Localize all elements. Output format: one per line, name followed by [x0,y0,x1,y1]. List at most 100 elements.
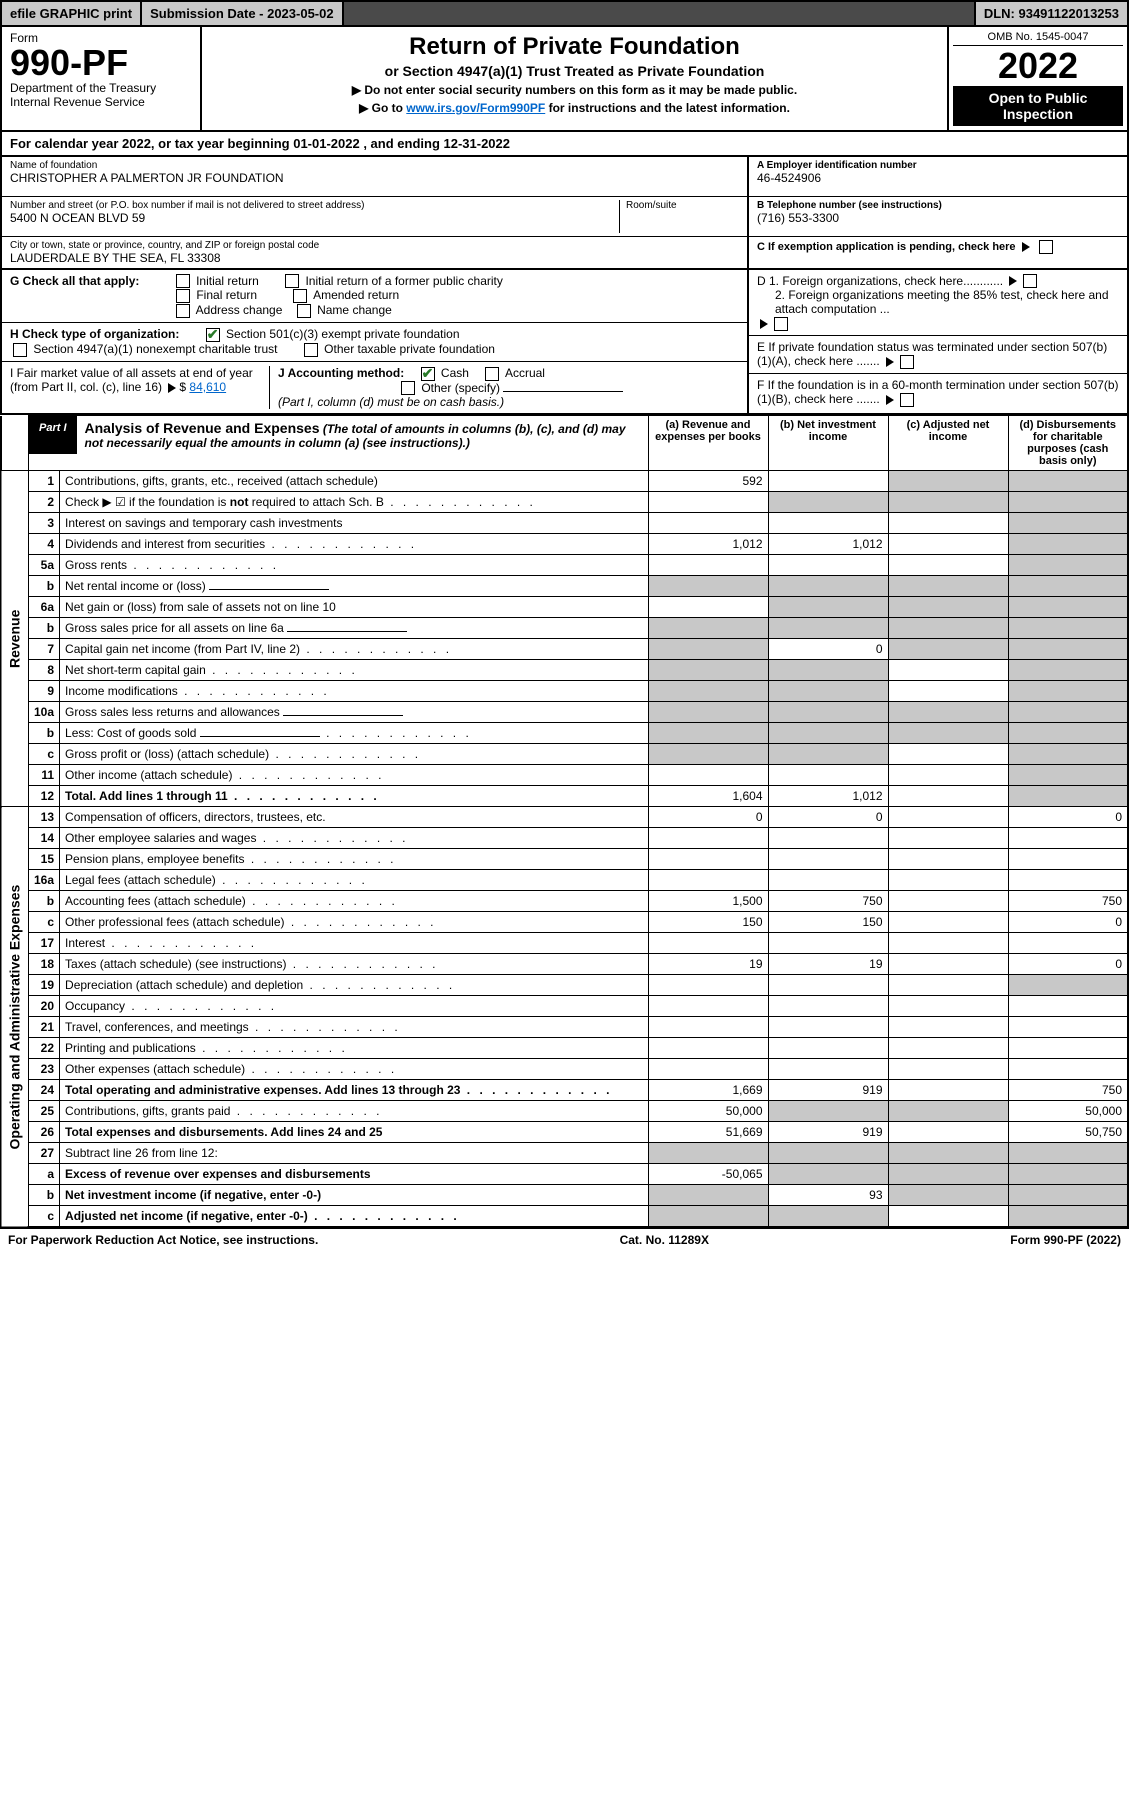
cell-value [648,975,768,996]
cell-value [1008,996,1128,1017]
table-row: 9Income modifications [1,681,1128,702]
checkbox-d2[interactable] [774,317,788,331]
e-row: E If private foundation status was termi… [749,336,1127,374]
omb-number: OMB No. 1545-0047 [953,31,1123,46]
checkbox-501c3[interactable] [206,328,220,342]
cell-value [648,555,768,576]
ghij-block: G Check all that apply: Initial return I… [0,270,1129,416]
cell-grey [1008,702,1128,723]
header-left: Form 990-PF Department of the Treasury I… [2,27,202,130]
table-row: 21Travel, conferences, and meetings [1,1017,1128,1038]
fmv-link[interactable]: 84,610 [189,380,226,394]
city-cell: City or town, state or province, country… [2,237,747,268]
cell-value: 750 [768,891,888,912]
checkbox-e[interactable] [900,355,914,369]
row-description: Capital gain net income (from Part IV, l… [60,639,648,660]
checkbox-d1[interactable] [1023,274,1037,288]
cell-value [768,975,888,996]
cell-value: 1,500 [648,891,768,912]
cell-grey [1008,1164,1128,1185]
cell-value [888,1080,1008,1101]
cell-value [1008,828,1128,849]
checkbox-initial-public[interactable] [285,274,299,288]
checkbox-other-taxable[interactable] [304,343,318,357]
cell-value: 50,750 [1008,1122,1128,1143]
table-row: 25Contributions, gifts, grants paid50,00… [1,1101,1128,1122]
checkbox-accrual[interactable] [485,367,499,381]
instructions-link[interactable]: www.irs.gov/Form990PF [406,101,545,115]
address-cell: Number and street (or P.O. box number if… [2,197,747,237]
col-b-header: (b) Net investment income [768,416,888,471]
form-subtitle: or Section 4947(a)(1) Trust Treated as P… [208,63,941,79]
cell-value [648,828,768,849]
row-number: 22 [29,1038,60,1059]
cell-grey [888,1101,1008,1122]
table-row: cAdjusted net income (if negative, enter… [1,1206,1128,1228]
table-row: 14Other employee salaries and wages [1,828,1128,849]
checkbox-cash[interactable] [421,367,435,381]
cell-value [1008,870,1128,891]
cell-value: 1,604 [648,786,768,807]
cell-value [768,1059,888,1080]
cell-value: 50,000 [648,1101,768,1122]
info-block: Name of foundation CHRISTOPHER A PALMERT… [0,157,1129,270]
row-number: 27 [29,1143,60,1164]
cell-grey [648,576,768,597]
row-description: Taxes (attach schedule) (see instruction… [60,954,648,975]
footer-right: Form 990-PF (2022) [1010,1233,1121,1247]
cell-value [1008,1017,1128,1038]
row-description: Printing and publications [60,1038,648,1059]
row-description: Contributions, gifts, grants paid [60,1101,648,1122]
cell-value [768,1038,888,1059]
cell-value [888,891,1008,912]
cell-grey [768,702,888,723]
checkbox-amended[interactable] [293,289,307,303]
cell-grey [648,681,768,702]
cell-grey [1008,576,1128,597]
cell-grey [888,492,1008,513]
checkbox-f[interactable] [900,393,914,407]
cell-grey [648,744,768,765]
efile-label[interactable]: efile GRAPHIC print [2,2,142,25]
checkbox-name-change[interactable] [297,304,311,318]
checkbox-address-change[interactable] [176,304,190,318]
checkbox-initial-return[interactable] [176,274,190,288]
row-description: Check ▶ ☑ if the foundation is not requi… [60,492,648,513]
table-row: 6aNet gain or (loss) from sale of assets… [1,597,1128,618]
cell-value: 1,012 [648,534,768,555]
cell-value: 919 [768,1122,888,1143]
cell-grey [768,1164,888,1185]
table-row: Revenue1Contributions, gifts, grants, et… [1,471,1128,492]
checkbox-c[interactable] [1039,240,1053,254]
row-description: Excess of revenue over expenses and disb… [60,1164,648,1185]
cell-value [768,765,888,786]
table-row: bGross sales price for all assets on lin… [1,618,1128,639]
cell-grey [1008,492,1128,513]
cell-grey [888,597,1008,618]
checkbox-final-return[interactable] [176,289,190,303]
cell-value [768,555,888,576]
part1-title: Analysis of Revenue and Expenses (The to… [77,416,648,454]
table-row: 7Capital gain net income (from Part IV, … [1,639,1128,660]
cell-value [648,1017,768,1038]
row-number: 14 [29,828,60,849]
checkbox-other-method[interactable] [401,381,415,395]
cell-value: 150 [768,912,888,933]
form-header: Form 990-PF Department of the Treasury I… [0,27,1129,132]
cell-grey [1008,786,1128,807]
cell-grey [648,723,768,744]
row-number: 16a [29,870,60,891]
cell-value [648,492,768,513]
row-number: b [29,618,60,639]
submission-date: Submission Date - 2023-05-02 [142,2,344,25]
cell-grey [1008,1185,1128,1206]
arrow-icon [168,383,176,393]
table-row: bNet investment income (if negative, ent… [1,1185,1128,1206]
row-number: 23 [29,1059,60,1080]
row-description: Gross sales price for all assets on line… [60,618,648,639]
checkbox-4947[interactable] [13,343,27,357]
cell-value: 750 [1008,1080,1128,1101]
row-description: Other expenses (attach schedule) [60,1059,648,1080]
col-a-header: (a) Revenue and expenses per books [648,416,768,471]
cell-grey [888,723,1008,744]
